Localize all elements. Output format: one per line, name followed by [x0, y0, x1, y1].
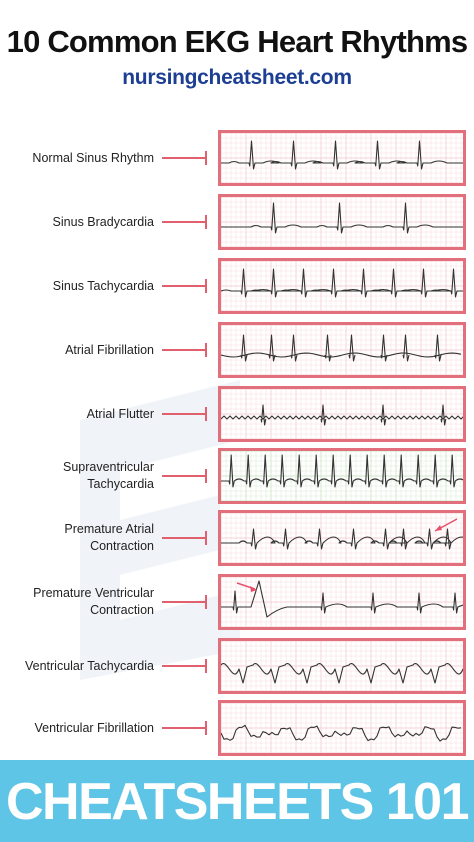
connector-tick — [205, 215, 207, 229]
rhythm-label-line: Ventricular Tachycardia — [24, 658, 154, 673]
rhythm-row: Supraventricular Tachycardia — [0, 448, 474, 504]
site-url[interactable]: nursingcheatsheet.com — [122, 66, 352, 89]
ekg-strip — [218, 386, 466, 442]
ekg-trace — [221, 133, 463, 183]
ekg-trace — [221, 703, 463, 753]
connector-tick — [205, 151, 207, 165]
ekg-trace — [221, 197, 463, 247]
connector-line — [162, 537, 206, 539]
ekg-strip — [218, 700, 466, 756]
connector-line — [162, 601, 206, 603]
rhythm-label-line: Supraventricular — [62, 460, 154, 474]
rhythm-label: Premature Atrial Contraction — [10, 510, 154, 566]
ekg-strip — [218, 638, 466, 694]
rhythm-label-line: Ventricular Fibrillation — [34, 720, 155, 735]
rhythm-label: Supraventricular Tachycardia — [10, 448, 154, 504]
connector-tick — [205, 279, 207, 293]
rhythm-label-line: Premature Ventricular — [33, 586, 154, 600]
rhythm-row: Premature Atrial Contraction — [0, 510, 474, 566]
connector-line — [162, 349, 206, 351]
connector-line — [162, 665, 206, 667]
ekg-strip — [218, 130, 466, 186]
rhythm-row: Sinus Tachycardia — [0, 258, 474, 314]
connector-tick — [205, 659, 207, 673]
rhythm-label-line: Contraction — [90, 603, 154, 617]
ekg-trace — [221, 577, 463, 627]
rhythm-row: Ventricular Tachycardia — [0, 638, 474, 694]
ekg-strip — [218, 322, 466, 378]
ekg-trace — [221, 389, 463, 439]
rhythm-label: Sinus Tachycardia — [10, 258, 154, 314]
rhythm-label-line: Sinus Bradycardia — [52, 214, 154, 229]
connector-tick — [205, 407, 207, 421]
rhythm-row: Atrial Fibrillation — [0, 322, 474, 378]
rhythm-label: Normal Sinus Rhythm — [10, 130, 154, 186]
connector-tick — [205, 531, 207, 545]
rhythm-label: Ventricular Tachycardia — [10, 638, 154, 694]
ekg-trace — [221, 641, 463, 691]
connector-tick — [205, 595, 207, 609]
ekg-strip — [218, 258, 466, 314]
footer-banner-text: CHEATSHEETS 101 — [5, 773, 470, 831]
connector-tick — [205, 721, 207, 735]
connector-line — [162, 475, 206, 477]
rhythm-label-line: Premature Atrial — [64, 522, 154, 536]
rhythm-label: Premature Ventricular Contraction — [10, 574, 154, 630]
page-title: 10 Common EKG Heart Rhythms — [6, 24, 469, 59]
rhythm-row: Atrial Flutter — [0, 386, 474, 442]
ekg-strip — [218, 574, 466, 630]
rhythm-label: Atrial Flutter — [10, 386, 154, 442]
connector-line — [162, 413, 206, 415]
ekg-strip — [218, 194, 466, 250]
rhythm-label: Ventricular Fibrillation — [10, 700, 155, 756]
rhythm-row: Normal Sinus Rhythm — [0, 130, 474, 186]
watermark-logo-icon — [80, 380, 240, 680]
connector-line — [162, 157, 206, 159]
rhythm-label-line: Atrial Fibrillation — [65, 342, 154, 357]
rhythm-label-line: Sinus Tachycardia — [52, 278, 154, 293]
rhythm-label-line: Atrial Flutter — [86, 406, 154, 421]
ekg-trace — [221, 451, 463, 501]
connector-line — [162, 221, 206, 223]
rhythm-label: Sinus Bradycardia — [10, 194, 154, 250]
rhythm-label-line: Contraction — [90, 539, 154, 553]
connector-tick — [205, 469, 207, 483]
connector-line — [162, 727, 206, 729]
connector-line — [162, 285, 206, 287]
ekg-trace — [221, 325, 463, 375]
ekg-trace — [221, 261, 463, 311]
ekg-strip — [218, 510, 466, 566]
footer-banner: CHEATSHEETS 101 — [0, 760, 474, 842]
rhythm-label: Atrial Fibrillation — [10, 322, 154, 378]
rhythm-label-line: Tachycardia — [87, 477, 154, 491]
rhythm-label-line: Normal Sinus Rhythm — [32, 150, 154, 165]
connector-tick — [205, 343, 207, 357]
rhythm-row: Sinus Bradycardia — [0, 194, 474, 250]
rhythm-row: Ventricular Fibrillation — [0, 700, 474, 756]
ekg-strip — [218, 448, 466, 504]
ekg-trace — [221, 513, 463, 563]
rhythm-row: Premature Ventricular Contraction — [0, 574, 474, 630]
